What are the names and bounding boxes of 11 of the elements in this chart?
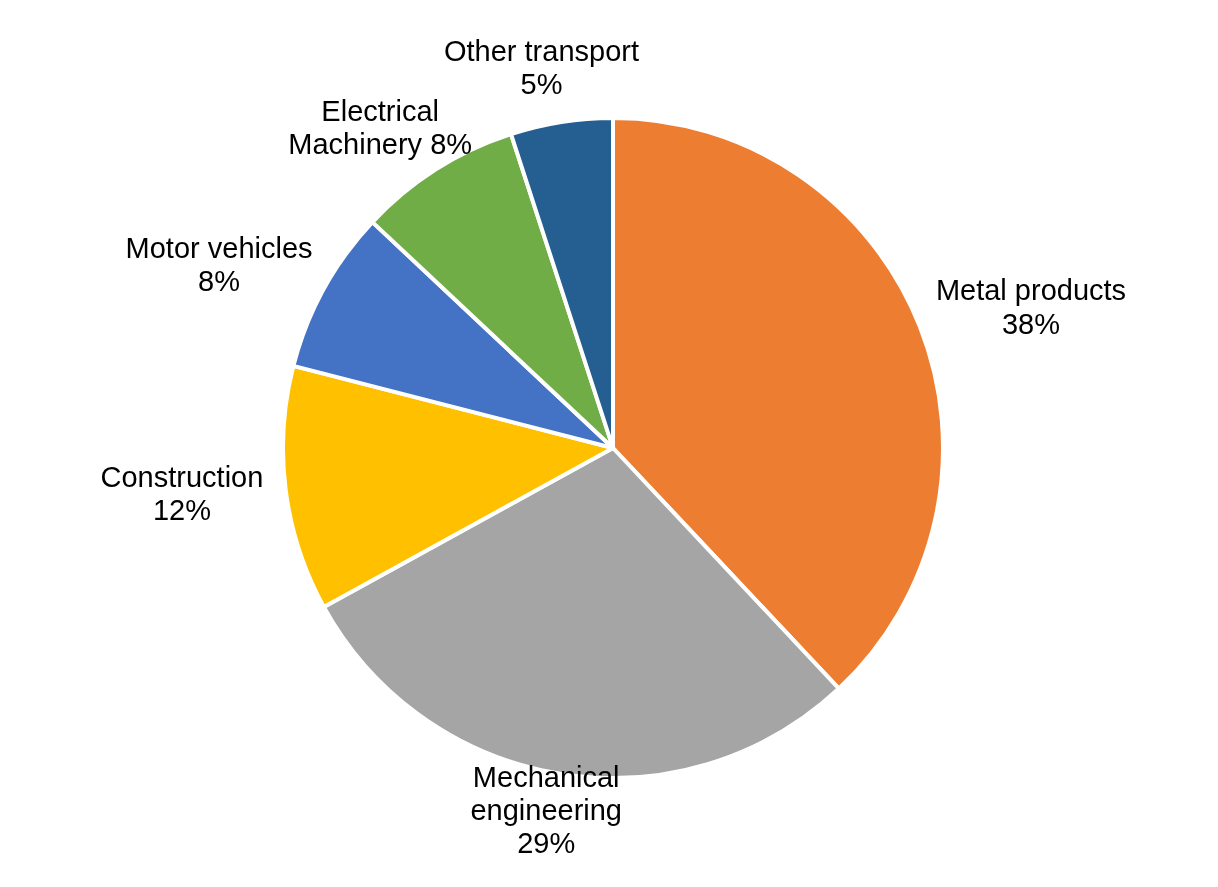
data-label: 29% xyxy=(517,827,576,860)
slice-label: Motor vehicles xyxy=(125,231,313,264)
slice-label: Mechanical engineering xyxy=(470,760,622,827)
slice-label: Metal products xyxy=(935,274,1127,307)
data-label: 5% xyxy=(520,67,563,100)
data-label: 8% xyxy=(198,264,241,297)
data-label: 38% xyxy=(1001,307,1061,340)
slice-label: Construction xyxy=(100,460,264,493)
data-label: 12% xyxy=(152,493,211,526)
slice-label: Other transport xyxy=(443,34,640,67)
slice-label: Electrical Machinery 8% xyxy=(288,94,473,161)
